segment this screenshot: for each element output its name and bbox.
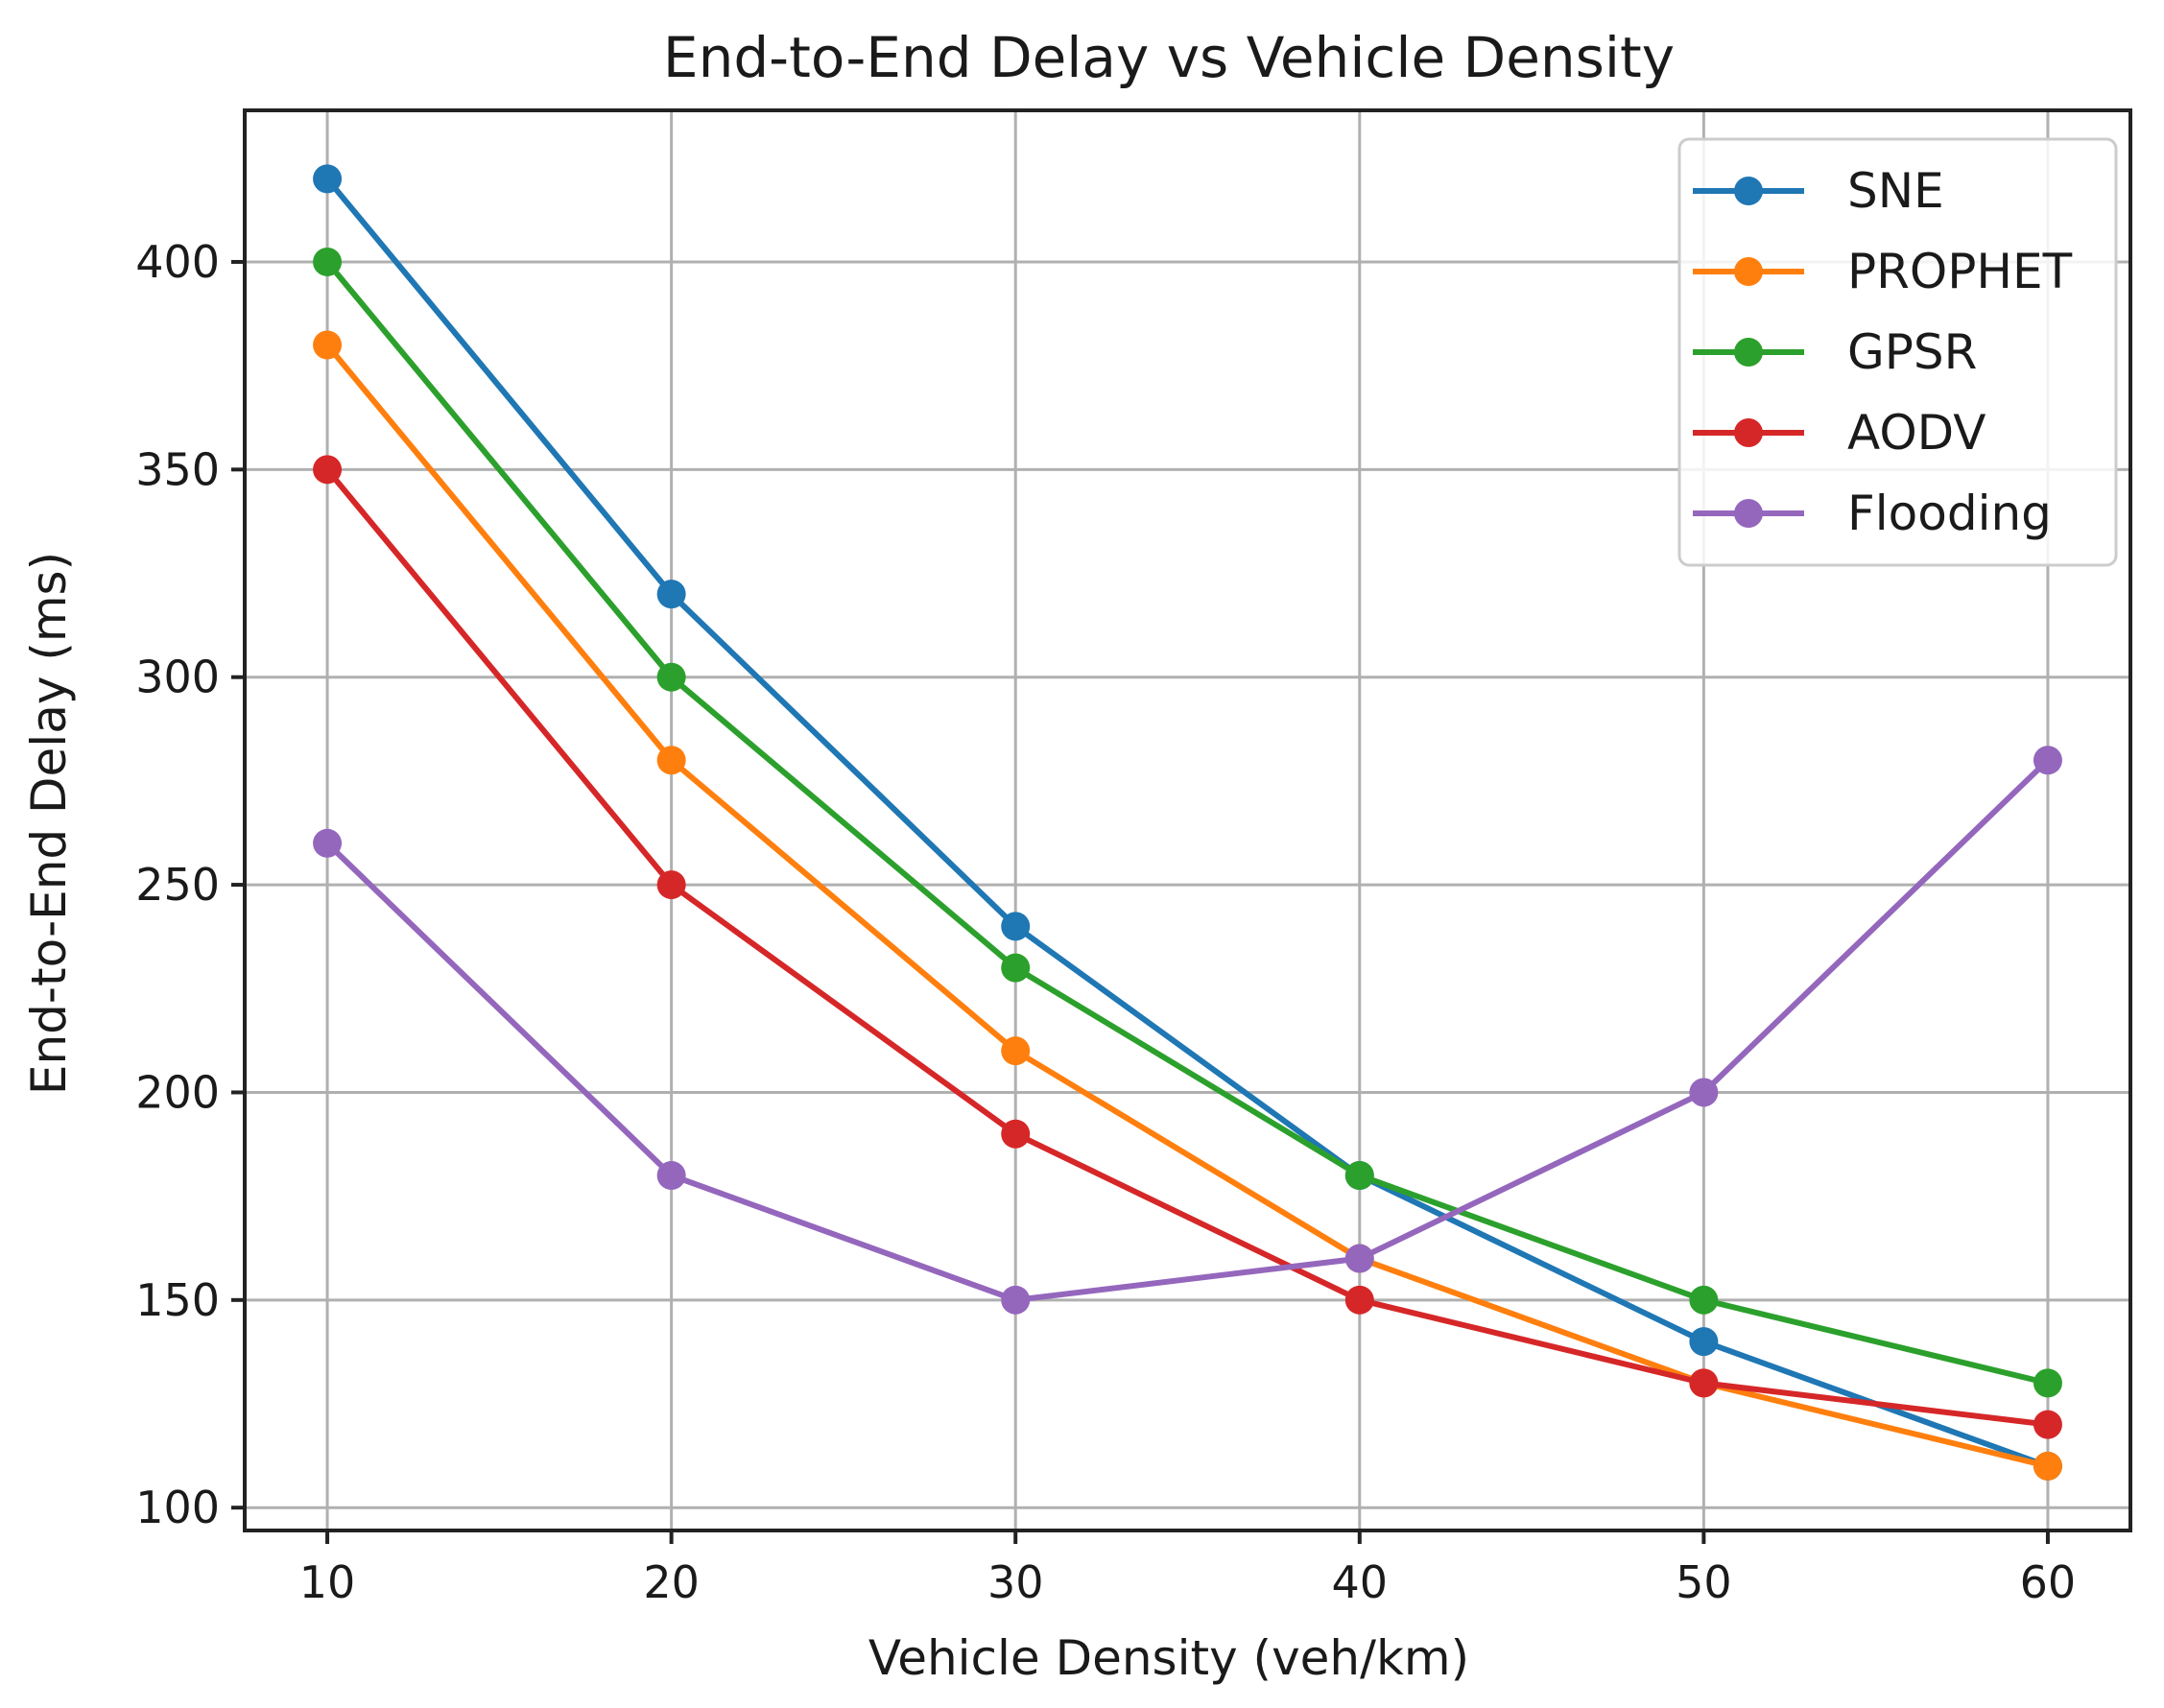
chart-title: End-to-End Delay vs Vehicle Density <box>663 25 1675 90</box>
series-layer <box>313 164 2062 1481</box>
data-point-flooding <box>1689 1078 1719 1107</box>
data-point-prophet <box>2033 1451 2062 1481</box>
x-tick-label: 60 <box>2020 1556 2077 1608</box>
legend-box <box>1677 137 2118 567</box>
series-line-gpsr <box>324 258 2051 1387</box>
legend-label-flooding: Flooding <box>1847 486 2052 541</box>
data-point-sne <box>313 164 343 194</box>
legend-label-aodv: AODV <box>1847 405 1986 461</box>
y-tick-label: 100 <box>135 1482 220 1533</box>
ticks-layer: 10 20 30 40 50 60 100 150 200 250 300 350 400 <box>135 236 2076 1608</box>
x-tick-label: 30 <box>987 1556 1044 1608</box>
legend-marker-aodv <box>1734 418 1763 447</box>
y-tick-label: 300 <box>135 652 220 703</box>
x-tick-label: 40 <box>1332 1556 1389 1608</box>
legend-marker-prophet <box>1734 257 1763 286</box>
legend-marker-gpsr <box>1734 338 1763 367</box>
data-point-aodv <box>313 455 343 485</box>
data-point-flooding <box>1344 1244 1374 1273</box>
series-flooding <box>313 746 2062 1315</box>
legend-marker-sne <box>1734 177 1763 205</box>
legend-marker-flooding <box>1734 499 1763 528</box>
y-tick-label: 400 <box>135 236 220 288</box>
data-point-prophet <box>313 330 343 360</box>
data-point-gpsr <box>1689 1285 1719 1315</box>
y-axis-label: End-to-End Delay (ms) <box>21 552 77 1095</box>
series-aodv <box>313 455 2062 1439</box>
data-point-gpsr <box>2033 1368 2062 1398</box>
data-point-aodv <box>2033 1410 2062 1439</box>
data-point-gpsr <box>1344 1161 1374 1190</box>
y-tick-label: 150 <box>135 1274 220 1326</box>
data-point-gpsr <box>313 247 343 276</box>
data-point-flooding <box>1001 1285 1031 1315</box>
data-point-aodv <box>656 870 686 900</box>
data-point-gpsr <box>656 662 686 692</box>
data-point-aodv <box>1001 1119 1031 1149</box>
data-point-prophet <box>656 746 686 775</box>
series-line-sne <box>324 176 2051 1469</box>
data-point-flooding <box>656 1161 686 1190</box>
data-point-sne <box>1689 1327 1719 1357</box>
data-point-aodv <box>1344 1285 1374 1315</box>
series-line-aodv <box>324 466 2051 1428</box>
data-point-flooding <box>2033 746 2062 775</box>
plot-frame <box>243 108 2132 1532</box>
y-tick-label: 250 <box>135 859 220 911</box>
y-tick-label: 350 <box>135 443 220 495</box>
data-point-sne <box>1001 912 1031 941</box>
legend-label-sne: SNE <box>1847 163 1944 219</box>
data-point-aodv <box>1689 1368 1719 1398</box>
legend-item-sne: SNE <box>1693 163 1944 219</box>
series-gpsr <box>313 247 2062 1398</box>
legend-item-aodv: AODV <box>1693 405 1986 461</box>
data-point-prophet <box>1001 1036 1031 1066</box>
y-tick-label: 200 <box>135 1066 220 1118</box>
legend-item-prophet: PROPHET <box>1693 244 2073 299</box>
legend: SNE PROPHET GPSR AODV Flooding <box>1677 137 2118 567</box>
data-point-gpsr <box>1001 953 1031 983</box>
data-point-sne <box>656 580 686 609</box>
x-axis-label: Vehicle Density (veh/km) <box>868 1630 1469 1686</box>
legend-label-prophet: PROPHET <box>1847 244 2073 299</box>
legend-label-gpsr: GPSR <box>1847 324 1977 380</box>
legend-item-flooding: Flooding <box>1693 486 2052 541</box>
x-tick-label: 50 <box>1676 1556 1732 1608</box>
x-tick-label: 10 <box>299 1556 356 1608</box>
series-line-prophet <box>324 342 2051 1469</box>
series-line-flooding <box>324 757 2051 1303</box>
data-point-flooding <box>313 828 343 858</box>
x-tick-label: 20 <box>643 1556 700 1608</box>
legend-item-gpsr: GPSR <box>1693 324 1977 380</box>
